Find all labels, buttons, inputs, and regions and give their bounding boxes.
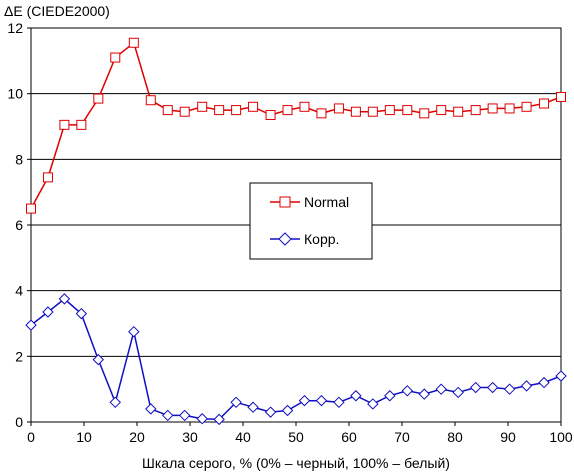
legend-marker-normal xyxy=(279,196,291,208)
y-tick-label: 0 xyxy=(15,414,23,430)
data-point-corr xyxy=(333,396,345,409)
data-point-corr xyxy=(350,390,362,402)
data-point-normal xyxy=(299,101,310,112)
axis-ticks: 0 2 4 6 8 10 12 0 10 20 30 40 50 60 70 80 90 100 xyxy=(7,20,572,445)
data-point-normal xyxy=(556,91,566,102)
data-point-corr xyxy=(58,293,71,305)
data-point-corr xyxy=(469,381,482,394)
data-point-normal xyxy=(59,119,70,130)
data-point-normal xyxy=(470,105,481,116)
x-tick-label: 20 xyxy=(129,429,145,445)
data-point-normal xyxy=(316,108,327,119)
legend-label-normal: Normal xyxy=(304,194,349,210)
data-point-normal xyxy=(197,101,208,112)
y-tick-label: 10 xyxy=(7,86,23,102)
data-point-normal xyxy=(487,103,498,114)
data-point-normal xyxy=(367,106,378,117)
data-point-corr xyxy=(452,386,464,399)
data-point-corr xyxy=(503,383,516,395)
data-point-corr xyxy=(128,326,140,338)
x-axis-label: Шкала серого, % (0% – черный, 100% – бел… xyxy=(142,455,450,471)
data-point-corr xyxy=(298,394,311,407)
data-point-normal xyxy=(384,105,395,116)
data-point-corr xyxy=(520,380,533,392)
data-point-normal xyxy=(419,108,430,119)
data-point-corr xyxy=(145,403,157,415)
data-point-normal xyxy=(248,101,259,112)
data-point-normal xyxy=(265,110,276,121)
data-point-corr xyxy=(384,390,396,402)
y-axis-label: ΔE (CIEDE2000) xyxy=(4,3,110,19)
x-tick-label: 40 xyxy=(235,429,251,445)
data-point-normal xyxy=(539,98,550,109)
data-point-corr xyxy=(109,396,121,409)
data-point-normal xyxy=(162,105,173,116)
data-point-normal xyxy=(214,105,225,116)
legend-marker-corr xyxy=(278,232,292,246)
x-tick-label: 60 xyxy=(341,429,357,445)
data-point-normal xyxy=(179,106,190,117)
y-tick-label: 6 xyxy=(15,217,23,233)
data-point-normal xyxy=(93,93,104,104)
y-tick-label: 12 xyxy=(7,20,23,36)
data-point-corr xyxy=(178,409,191,422)
data-point-normal xyxy=(42,172,53,183)
data-point-corr xyxy=(196,413,208,425)
data-point-corr xyxy=(264,406,277,418)
x-tick-label: 50 xyxy=(288,429,304,445)
data-point-corr xyxy=(162,409,174,422)
data-point-normal xyxy=(436,105,447,116)
x-tick-label: 100 xyxy=(549,429,573,445)
data-point-normal xyxy=(350,106,361,117)
data-point-corr xyxy=(538,376,550,389)
data-point-normal xyxy=(504,103,515,114)
data-point-corr xyxy=(367,398,379,410)
data-point-normal xyxy=(128,37,139,48)
data-point-corr xyxy=(213,413,225,426)
data-point-corr xyxy=(92,353,105,366)
data-point-corr xyxy=(230,396,242,409)
data-point-normal xyxy=(145,95,156,106)
data-point-corr xyxy=(401,385,414,397)
data-point-normal xyxy=(282,105,293,116)
x-tick-label: 10 xyxy=(76,429,92,445)
data-point-normal xyxy=(521,101,532,112)
data-point-corr xyxy=(247,401,259,413)
data-point-corr xyxy=(555,370,567,382)
data-point-corr xyxy=(75,307,88,320)
data-point-corr xyxy=(42,306,54,318)
series-layer xyxy=(25,37,567,426)
data-point-corr xyxy=(435,383,447,395)
data-point-corr xyxy=(486,381,499,394)
data-point-normal xyxy=(76,119,87,130)
data-point-corr xyxy=(315,394,328,407)
data-point-normal xyxy=(453,106,464,117)
x-tick-label: 80 xyxy=(447,429,463,445)
data-point-normal xyxy=(402,105,413,116)
legend-box xyxy=(249,182,373,260)
legend-label-corr: Корр. xyxy=(304,231,339,247)
data-point-corr xyxy=(418,388,430,400)
x-tick-label: 70 xyxy=(394,429,410,445)
series-line-1 xyxy=(30,297,562,421)
y-tick-label: 8 xyxy=(15,151,23,167)
data-point-corr xyxy=(25,319,37,331)
x-tick-label: 90 xyxy=(500,429,516,445)
x-tick-label: 30 xyxy=(182,429,198,445)
y-tick-label: 2 xyxy=(15,348,23,364)
data-point-normal xyxy=(26,203,36,214)
data-point-normal xyxy=(333,103,344,114)
legend: Normal Корр. xyxy=(249,182,373,260)
data-point-corr xyxy=(281,404,294,417)
x-tick-label: 0 xyxy=(27,429,35,445)
data-point-normal xyxy=(110,52,121,63)
data-point-normal xyxy=(231,105,242,116)
y-tick-label: 4 xyxy=(15,283,23,299)
